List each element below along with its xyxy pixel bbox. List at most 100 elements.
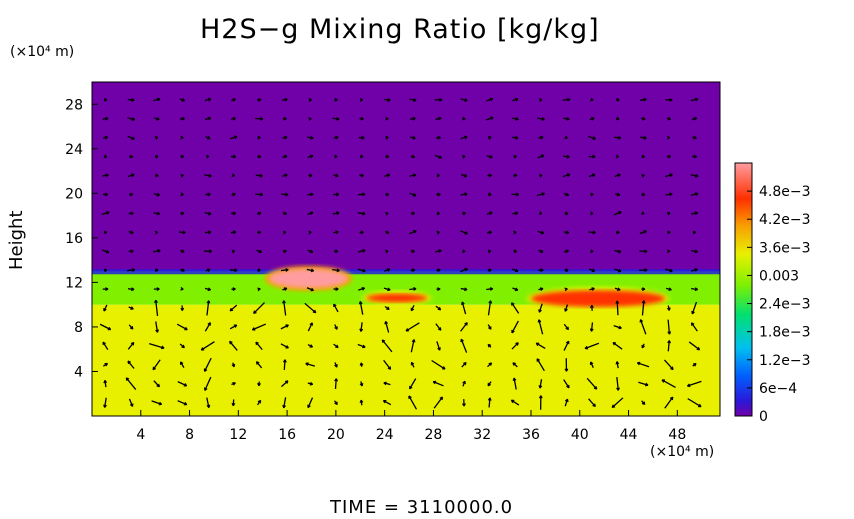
wind-arrow-head <box>694 249 698 254</box>
wind-arrow-head <box>285 324 289 328</box>
wind-arrow <box>536 358 545 372</box>
wind-arrow-head <box>413 287 417 291</box>
colorbar-tick-label: 4.2e−3 <box>759 212 811 228</box>
x-tick-label: 36 <box>522 427 540 443</box>
wind-arrow-head <box>103 404 107 408</box>
wind-arrow-head <box>386 306 390 311</box>
wind-arrow-head <box>639 319 644 323</box>
wind-arrow-head <box>584 345 589 350</box>
wind-arrow-head <box>488 326 492 330</box>
band-top-edge <box>92 269 720 275</box>
wind-arrow-head <box>641 211 645 215</box>
wind-arrow-head <box>611 404 616 408</box>
wind-arrow-head <box>131 117 136 121</box>
wind-arrow-head <box>464 287 468 292</box>
wind-arrow-head <box>251 327 256 331</box>
wind-arrow-head <box>232 98 236 102</box>
wind-arrow-head <box>285 345 289 349</box>
wind-arrow-head <box>207 135 211 140</box>
wind-arrow-head <box>412 193 417 197</box>
wind-arrow <box>381 339 393 353</box>
wind-arrow <box>283 300 287 316</box>
wind-arrow-head <box>536 358 540 362</box>
wind-arrow-head <box>413 98 417 102</box>
wind-arrow-head <box>487 249 492 254</box>
wind-arrow-head <box>259 192 264 197</box>
wind-arrow-head <box>182 230 186 235</box>
wind-arrow-head <box>488 173 492 178</box>
wind-arrow-head <box>305 362 309 366</box>
wind-arrow-head <box>284 97 288 102</box>
wind-arrow <box>667 319 671 335</box>
wind-arrow <box>487 300 492 316</box>
wind-arrow <box>510 399 520 406</box>
wind-arrow <box>667 340 670 352</box>
wind-arrow-head <box>309 249 314 254</box>
wind-arrow-head <box>437 287 441 292</box>
wind-arrow-head <box>641 192 646 197</box>
wind-arrow-head <box>436 230 440 235</box>
wind-arrow-head <box>437 347 441 351</box>
y-tick-label: 20 <box>65 186 83 202</box>
wind-arrow <box>637 362 650 368</box>
wind-arrow <box>128 398 134 407</box>
wind-arrow-head <box>284 173 288 178</box>
wind-arrow-head <box>565 230 570 235</box>
wind-arrow-head <box>154 268 159 272</box>
wind-arrow-head <box>336 268 340 273</box>
wind-arrow-head <box>154 155 159 159</box>
wind-arrow-head <box>488 136 492 140</box>
wind-arrow-head <box>694 192 699 196</box>
wind-arrow-head <box>667 116 671 121</box>
wind-arrow-head <box>617 287 621 292</box>
wind-arrow-head <box>694 268 698 272</box>
wind-arrow-head <box>384 320 389 325</box>
wind-arrow-head <box>513 230 517 235</box>
wind-arrow-head <box>310 135 314 140</box>
wind-arrow-head <box>179 361 184 365</box>
wind-arrow <box>641 300 645 316</box>
plot-frame <box>91 81 721 417</box>
wind-arrow-head <box>156 192 160 197</box>
wind-arrow-head <box>129 192 134 197</box>
wind-arrow-head <box>436 173 440 178</box>
wind-arrow-head <box>694 97 699 102</box>
wind-arrow-head <box>412 116 416 121</box>
wind-arrow-head <box>362 344 366 349</box>
wind-arrow-head <box>515 135 519 140</box>
wind-arrow-head <box>130 249 134 254</box>
wind-arrow-head <box>157 249 161 253</box>
wind-arrow <box>281 193 289 196</box>
wind-arrow-head <box>257 382 261 387</box>
wind-arrow <box>155 321 159 333</box>
wind-arrow-head <box>106 211 110 215</box>
wind-arrow-head <box>463 361 467 366</box>
wind-arrow-head <box>641 401 646 405</box>
wind-arrow-head <box>644 249 648 254</box>
wind-arrow-head <box>540 230 545 235</box>
wind-arrow-head <box>669 97 673 102</box>
wind-arrow-head <box>385 212 389 216</box>
wind-arrow-head <box>285 192 289 197</box>
wind-arrow <box>334 378 337 389</box>
wind-arrow-head <box>615 116 620 121</box>
x-tick-label: 28 <box>425 427 443 443</box>
wind-arrow-head <box>359 362 364 366</box>
wind-arrow-head <box>405 328 410 332</box>
wind-arrow <box>612 341 623 350</box>
wind-arrow-head <box>204 387 208 391</box>
wind-arrow-head <box>591 268 596 273</box>
wind-arrow <box>306 287 314 292</box>
wind-arrow-head <box>181 249 185 253</box>
wind-arrow-head <box>462 403 466 407</box>
wind-arrow-head <box>386 173 391 178</box>
wind-arrow <box>590 322 594 332</box>
wind-arrow <box>535 342 546 350</box>
wind-arrow-head <box>487 343 492 348</box>
wind-arrow-head <box>207 192 211 197</box>
wind-arrow-head <box>488 300 493 304</box>
wind-arrow-head <box>441 366 446 370</box>
wind-arrow-head <box>231 363 236 368</box>
wind-arrow-head <box>387 98 391 102</box>
